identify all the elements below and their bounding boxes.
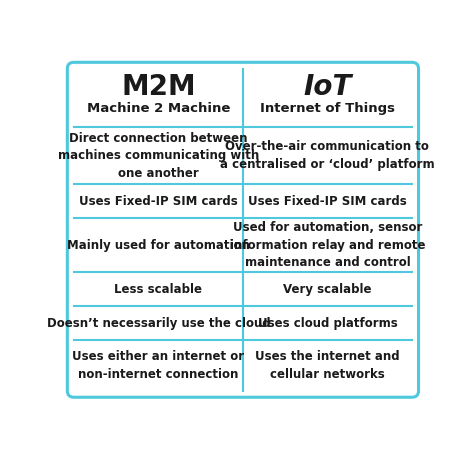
Text: Machine 2 Machine: Machine 2 Machine [87, 102, 230, 115]
Text: Uses the internet and
cellular networks: Uses the internet and cellular networks [255, 350, 400, 381]
Text: Over-the-air communication to
a centralised or ‘cloud’ platform: Over-the-air communication to a centrali… [220, 140, 435, 171]
Text: Used for automation, sensor
information relay and remote
maintenance and control: Used for automation, sensor information … [230, 221, 425, 269]
Text: Uses cloud platforms: Uses cloud platforms [257, 317, 397, 330]
Text: Very scalable: Very scalable [283, 283, 372, 296]
FancyBboxPatch shape [67, 62, 419, 397]
Text: Less scalable: Less scalable [114, 283, 202, 296]
Text: Direct connection between
machines communicating with
one another: Direct connection between machines commu… [58, 131, 259, 180]
Text: Uses Fixed-IP SIM cards: Uses Fixed-IP SIM cards [248, 195, 407, 207]
Text: IoT: IoT [303, 73, 352, 101]
Text: Mainly used for automation: Mainly used for automation [67, 239, 250, 252]
Text: Uses either an internet or
non-internet connection: Uses either an internet or non-internet … [73, 350, 245, 381]
Text: Internet of Things: Internet of Things [260, 102, 395, 115]
Text: Doesn’t necessarily use the cloud: Doesn’t necessarily use the cloud [46, 317, 270, 330]
Text: M2M: M2M [121, 73, 196, 101]
Text: Uses Fixed-IP SIM cards: Uses Fixed-IP SIM cards [79, 195, 238, 207]
